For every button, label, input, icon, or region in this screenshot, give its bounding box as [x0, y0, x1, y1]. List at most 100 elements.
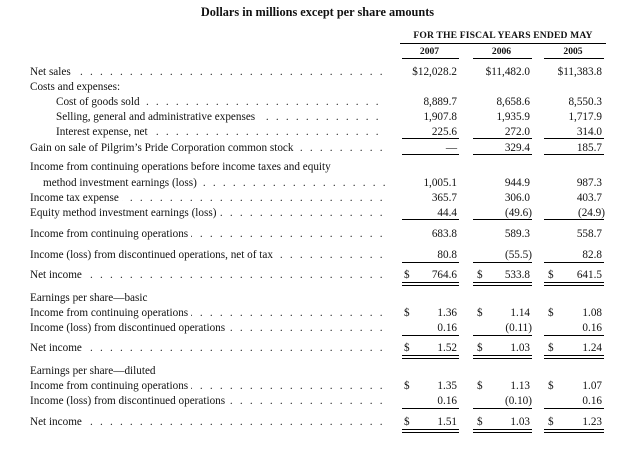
currency-symbol: $: [404, 307, 410, 319]
value-2005: 1.07: [582, 380, 602, 392]
currency-symbol: $: [477, 380, 483, 392]
value-2006: (0.11): [505, 322, 532, 334]
underline: [544, 154, 604, 155]
underline: [473, 408, 532, 409]
row-label: Net income: [30, 416, 85, 428]
row-label: Costs and expenses:: [30, 81, 124, 93]
row-label: Income (loss) from discontinued operatio…: [30, 322, 229, 334]
underline: [402, 138, 459, 139]
underline: [402, 262, 459, 263]
double-underline: [402, 355, 459, 359]
value-2006: (55.5): [504, 249, 532, 261]
year-rule-2007: [402, 58, 459, 59]
row-label: Income from continuing operations: [30, 307, 192, 319]
value-2005: 1.24: [582, 342, 602, 354]
table-title: Dollars in millions except per share amo…: [200, 5, 435, 19]
year-rule-2006: [473, 58, 532, 59]
value-2005: 314.0: [576, 126, 602, 138]
double-underline: [544, 282, 604, 286]
currency-symbol: $: [404, 380, 410, 392]
row-label: Income from continuing operations: [30, 228, 192, 240]
row-label: method investment earnings (loss): [43, 177, 200, 189]
value-2007: 1,907.8: [423, 111, 457, 123]
leader-dots: . . . . . . . . . . . . . . . . . . . . …: [30, 66, 386, 78]
table-row: Income from continuing operations. . . .…: [0, 306, 635, 320]
table-row: Earnings per share—diluted: [0, 364, 635, 378]
underline: [402, 335, 459, 336]
value-2005: 8,550.3: [568, 96, 602, 108]
table-row: Gain on sale of Pilgrim’s Pride Corporat…: [0, 141, 635, 155]
row-label: Income from continuing operations: [30, 380, 192, 392]
value-2006: 1.14: [510, 307, 530, 319]
table-row: Costs and expenses:: [0, 80, 635, 94]
value-2006: 1.03: [510, 416, 530, 428]
row-label: Income (loss) from discontinued operatio…: [30, 249, 276, 261]
table-row: Earnings per share—basic: [0, 291, 635, 305]
value-2006: 944.9: [504, 177, 530, 189]
currency-symbol: $: [404, 269, 410, 281]
row-label: Net income: [30, 269, 85, 281]
leader-dots: . . . . . . . . . . . . . . . . . . . . …: [30, 416, 386, 428]
row-label: Equity method investment earnings (loss): [30, 207, 220, 219]
value-2006: 306.0: [504, 192, 530, 204]
underline: [473, 138, 532, 139]
fiscal-years-header: FOR THE FISCAL YEARS ENDED MAY: [413, 30, 593, 41]
year-header-2007: 2007: [419, 46, 440, 57]
row-label: Income tax expense: [30, 192, 122, 204]
double-underline: [544, 355, 604, 359]
table-row: Income from continuing operations before…: [0, 160, 635, 174]
value-2006: 272.0: [504, 126, 530, 138]
year-header-2005: 2005: [563, 46, 583, 57]
table-row: Income tax expense. . . . . . . . . . . …: [0, 191, 635, 205]
value-2005: 558.7: [576, 228, 602, 240]
value-2005: 1.23: [582, 416, 602, 428]
row-label: Interest expense, net: [56, 126, 151, 138]
value-2005: $11,383.8: [557, 66, 602, 78]
value-2007: 80.8: [437, 249, 457, 261]
table-row: Net income. . . . . . . . . . . . . . . …: [0, 268, 635, 282]
underline: [544, 335, 604, 336]
value-2006: 1.13: [510, 380, 530, 392]
value-2007: 44.4: [437, 207, 457, 219]
double-underline: [544, 429, 604, 433]
value-2005: 403.7: [576, 192, 602, 204]
currency-symbol: $: [548, 269, 554, 281]
value-2007: 8,889.7: [423, 96, 457, 108]
value-2005: 185.7: [576, 142, 602, 154]
underline: [473, 154, 532, 155]
underline: [544, 408, 604, 409]
double-underline: [402, 429, 459, 433]
underline: [473, 262, 532, 263]
value-2005: 641.5: [576, 269, 602, 281]
currency-symbol: $: [477, 269, 483, 281]
table-row: Income from continuing operations. . . .…: [0, 227, 635, 241]
value-2006: 533.8: [504, 269, 530, 281]
leader-dots: . . . . . . . . . . . . . . . . . . . . …: [30, 342, 386, 354]
currency-symbol: $: [548, 416, 554, 428]
double-underline: [473, 282, 532, 286]
value-2007: 1,005.1: [423, 177, 457, 189]
table-row: Cost of goods sold. . . . . . . . . . . …: [0, 95, 635, 109]
value-2007: 683.8: [431, 228, 457, 240]
currency-symbol: $: [548, 380, 554, 392]
double-underline: [402, 282, 459, 286]
double-underline: [473, 429, 532, 433]
value-2006: 589.3: [504, 228, 530, 240]
underline: [402, 408, 459, 409]
underline: [473, 335, 532, 336]
value-2006: 1,935.9: [496, 111, 530, 123]
table-row: Net income. . . . . . . . . . . . . . . …: [0, 341, 635, 355]
table-row: Equity method investment earnings (loss)…: [0, 206, 635, 220]
section-heading: Earnings per share—diluted: [30, 365, 159, 377]
value-2006: $11,482.0: [485, 66, 530, 78]
value-2007: 1.35: [437, 380, 457, 392]
value-2005: 1.08: [582, 307, 602, 319]
currency-symbol: $: [477, 307, 483, 319]
year-rule-2005: [544, 58, 604, 59]
table-row: Income from continuing operations. . . .…: [0, 379, 635, 393]
currency-symbol: $: [404, 416, 410, 428]
value-2007: 0.16: [437, 395, 457, 407]
leader-dots: . . . . . . . . . . . . . . . . . . . . …: [30, 269, 386, 281]
table-row: Selling, general and administrative expe…: [0, 110, 635, 124]
value-2006: (0.10): [504, 395, 532, 407]
